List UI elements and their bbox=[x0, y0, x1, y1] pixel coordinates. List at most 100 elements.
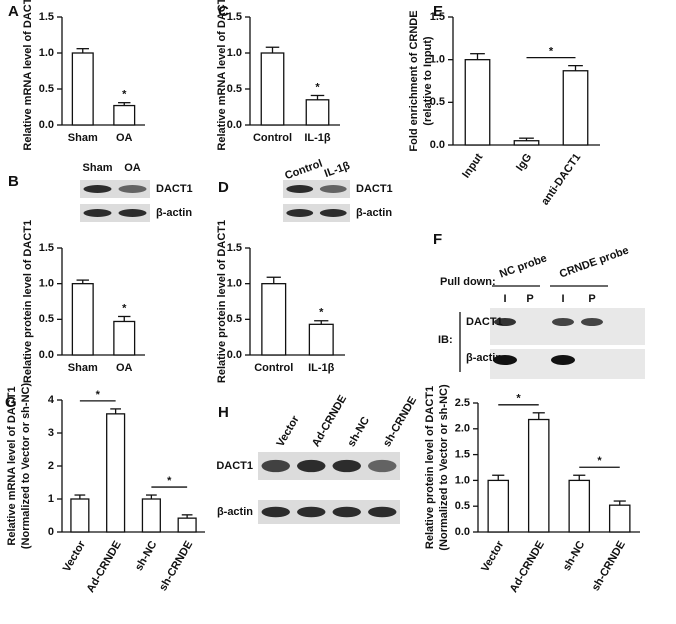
y-tick-label: 1.5 bbox=[430, 11, 445, 23]
y-axis-label: Relative mRNA level of DACT1 bbox=[6, 386, 18, 545]
panel-letter: A bbox=[8, 3, 19, 20]
row-label: β-actin bbox=[356, 207, 392, 219]
y-tick-label: 2.0 bbox=[455, 423, 470, 435]
blot-band bbox=[368, 459, 397, 473]
y-tick-label: 1.0 bbox=[430, 54, 445, 66]
blot-strip bbox=[283, 204, 350, 222]
lane-label: sh-NC bbox=[345, 415, 372, 449]
x-tick-label: OA bbox=[116, 362, 133, 374]
x-tick-label: Control bbox=[254, 362, 293, 374]
row-label: DACT1 bbox=[156, 183, 193, 195]
row-label: DACT1 bbox=[216, 460, 253, 472]
y-tick-label: 0.0 bbox=[227, 119, 242, 131]
x-tick-label: Ad-CRNDE bbox=[508, 539, 547, 595]
bar bbox=[70, 498, 90, 533]
y-tick-label: 0.5 bbox=[430, 96, 445, 108]
panel-letter: G bbox=[5, 394, 17, 411]
probe-label: NC probe bbox=[498, 252, 549, 280]
x-tick-label: IL-1β bbox=[308, 362, 335, 374]
blot-band bbox=[118, 185, 147, 193]
bar bbox=[71, 283, 94, 356]
row-label: DACT1 bbox=[466, 316, 503, 328]
y-axis-label: (relative to Input) bbox=[422, 36, 434, 126]
blot-band bbox=[261, 459, 290, 473]
bar bbox=[71, 52, 94, 126]
bar bbox=[513, 140, 540, 146]
y-tick-label: 0.0 bbox=[39, 119, 54, 131]
blot-band bbox=[552, 318, 574, 326]
y-tick-label: 0.5 bbox=[39, 313, 54, 325]
significance-star: * bbox=[122, 302, 127, 314]
y-tick-label: 3 bbox=[48, 427, 54, 439]
y-tick-label: 1.0 bbox=[39, 47, 54, 59]
y-axis-label: Relative protein level of DACT1 bbox=[22, 220, 34, 383]
blot-band bbox=[297, 506, 326, 518]
x-tick-label: Sham bbox=[68, 362, 98, 374]
blot-band bbox=[261, 506, 290, 518]
x-tick-label: sh-CRNDE bbox=[157, 539, 195, 593]
blot-band bbox=[319, 185, 347, 193]
panel-f: F Pull down: NC probe CRNDE probe I P I … bbox=[433, 231, 645, 379]
row-label: β-actin bbox=[466, 352, 502, 364]
bar bbox=[487, 479, 510, 533]
panel-letter: H bbox=[218, 404, 229, 421]
y-tick-label: 0.0 bbox=[430, 139, 445, 151]
bar bbox=[261, 283, 287, 356]
y-tick-label: 1.0 bbox=[227, 278, 242, 290]
y-tick-label: 0.5 bbox=[39, 83, 54, 95]
x-tick-label: sh-NC bbox=[561, 539, 588, 573]
panel-letter: E bbox=[433, 3, 443, 20]
x-tick-label: Vector bbox=[61, 538, 89, 574]
bar bbox=[113, 320, 136, 356]
lane-label: sh-CRNDE bbox=[381, 395, 419, 449]
x-tick-label: OA bbox=[116, 132, 133, 144]
y-tick-label: 1.5 bbox=[39, 11, 54, 23]
bar bbox=[464, 59, 491, 146]
bar bbox=[141, 498, 161, 533]
blot-band bbox=[286, 185, 314, 193]
blot-strip bbox=[490, 308, 645, 345]
bar bbox=[177, 517, 197, 533]
lane-label: P bbox=[526, 293, 533, 305]
y-tick-label: 2 bbox=[48, 460, 54, 472]
panel-letter: C bbox=[218, 3, 229, 20]
x-tick-label: IgG bbox=[514, 152, 534, 174]
y-tick-label: 2.5 bbox=[455, 397, 470, 409]
lane-label: Control bbox=[283, 158, 324, 183]
lane-label: I bbox=[503, 293, 506, 305]
y-tick-label: 1.5 bbox=[227, 11, 242, 23]
lane-label: Vector bbox=[274, 413, 302, 449]
blot-band bbox=[332, 459, 361, 473]
lane-label: OA bbox=[124, 162, 141, 174]
blot-band bbox=[297, 459, 326, 473]
bar bbox=[527, 418, 550, 533]
significance-star: * bbox=[122, 89, 127, 101]
bar bbox=[568, 479, 591, 533]
row-label: DACT1 bbox=[356, 183, 393, 195]
y-tick-label: 0.5 bbox=[227, 313, 242, 325]
blot-band bbox=[83, 209, 112, 217]
bar bbox=[260, 52, 285, 126]
pull-down-label: Pull down: bbox=[440, 276, 496, 288]
blot-band bbox=[286, 209, 314, 217]
y-tick-label: 1.0 bbox=[455, 474, 470, 486]
bar bbox=[113, 104, 136, 126]
y-tick-label: 1.0 bbox=[227, 47, 242, 59]
blot-band bbox=[319, 209, 347, 217]
y-tick-label: 1 bbox=[48, 493, 54, 505]
y-axis-label: (Normalized to Vector or sh-NC) bbox=[438, 384, 450, 551]
row-label: β-actin bbox=[217, 506, 253, 518]
row-label: β-actin bbox=[156, 207, 192, 219]
significance-star: * bbox=[96, 389, 101, 401]
blot-band bbox=[83, 185, 112, 193]
y-tick-label: 0.0 bbox=[227, 349, 242, 361]
y-axis-label: Relative protein level of DACT1 bbox=[424, 386, 436, 549]
bar bbox=[562, 70, 589, 146]
lane-label: Ad-CRNDE bbox=[310, 393, 349, 449]
lane-label: P bbox=[588, 293, 595, 305]
x-tick-label: sh-CRNDE bbox=[590, 539, 628, 593]
x-tick-label: Input bbox=[460, 151, 485, 180]
blot-strip bbox=[80, 180, 150, 198]
ib-label: IB: bbox=[438, 334, 453, 346]
significance-star: * bbox=[167, 475, 172, 487]
